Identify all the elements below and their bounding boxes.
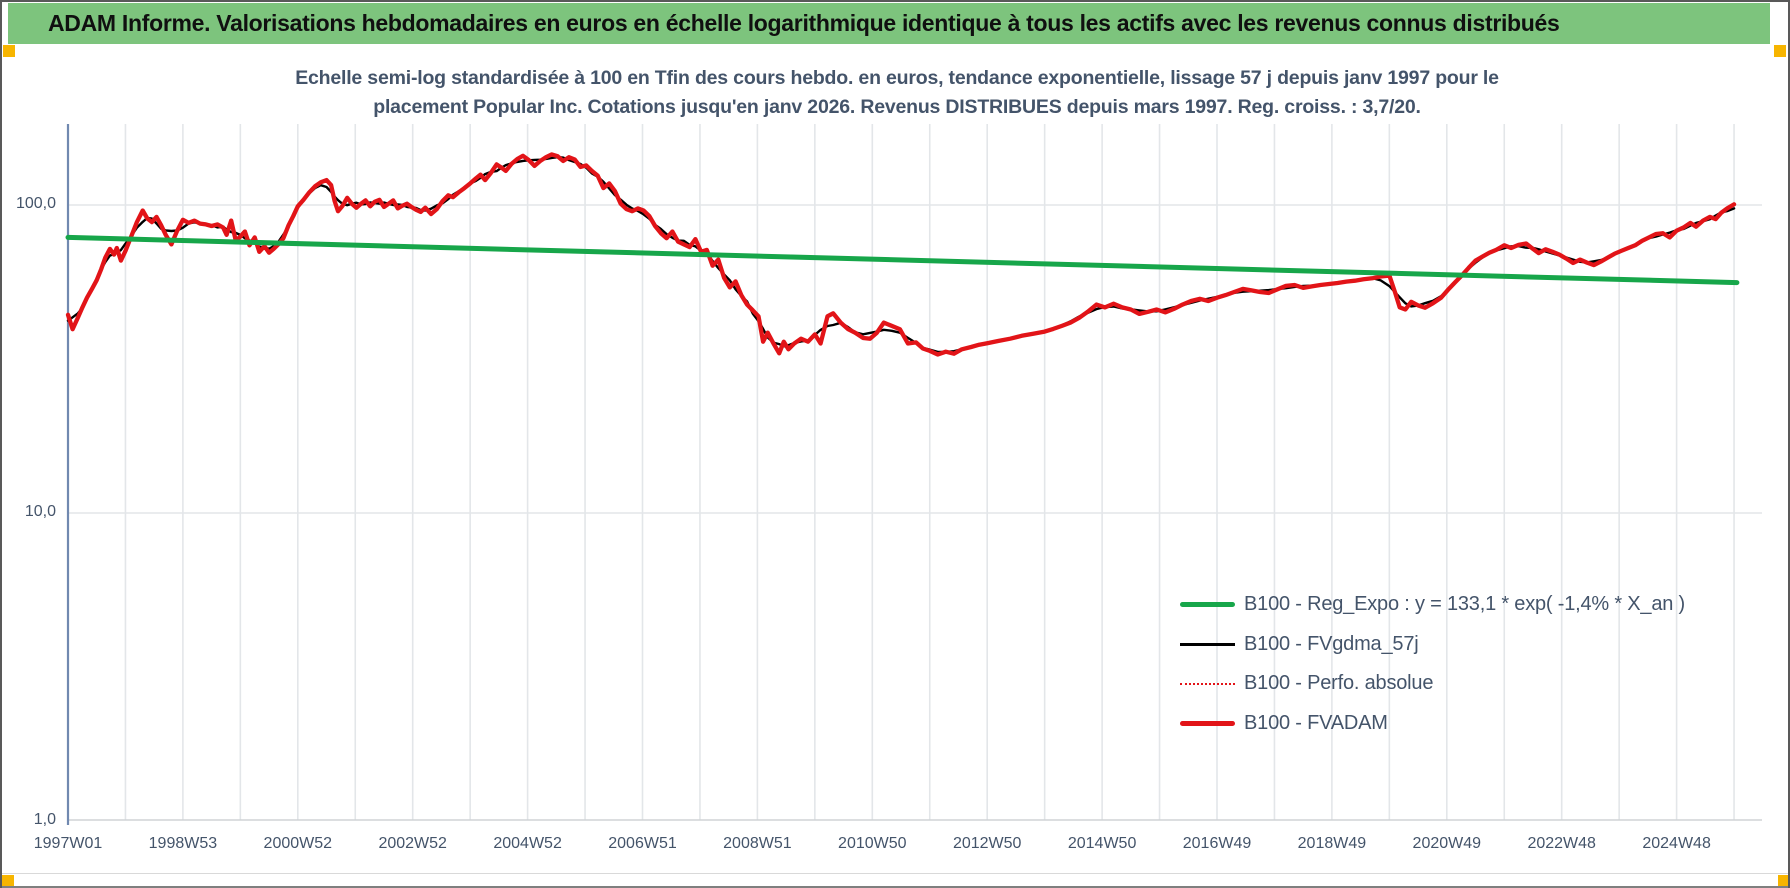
x-axis-label: 2010W50: [838, 835, 907, 852]
legend-item[interactable]: B100 - FVADAM: [1180, 704, 1685, 744]
x-axis-label: 2018W49: [1297, 835, 1367, 852]
chart-title: Echelle semi-log standardisée à 100 en T…: [242, 64, 1552, 122]
x-axis-label: 2000W52: [263, 835, 333, 852]
corner-marker-bottom-left: [2, 875, 14, 887]
header-bar: ADAM Informe. Valorisations hebdomadaire…: [8, 3, 1770, 44]
x-axis-label: 2008W51: [723, 835, 792, 852]
series-fvadam-line[interactable]: [65, 152, 1737, 357]
x-axis-label: 1998W53: [148, 835, 218, 852]
x-axis-label: 2014W50: [1067, 835, 1137, 852]
chart-title-line1: Echelle semi-log standardisée à 100 en T…: [295, 67, 1499, 89]
x-axis-label: 1997W01: [33, 835, 103, 852]
x-axis-label: 2022W48: [1527, 835, 1596, 852]
legend-line-sample: [1180, 682, 1235, 685]
x-axis-label: 2004W52: [493, 835, 562, 852]
corner-marker-top-right: [1774, 45, 1786, 57]
chart-title-line2: placement Popular Inc. Cotations jusqu'e…: [373, 96, 1421, 118]
legend-item[interactable]: B100 - Reg_Expo : y = 133,1 * exp( -1,4%…: [1180, 585, 1685, 625]
x-axis-label: 2020W49: [1412, 835, 1482, 852]
header-title: ADAM Informe. Valorisations hebdomadaire…: [48, 10, 1560, 36]
x-axis-label: 2006W51: [608, 835, 677, 852]
bottom-divider-line: [2, 873, 1788, 874]
x-axis-label: 2024W48: [1642, 835, 1711, 852]
x-axis-label: 2016W49: [1182, 835, 1252, 852]
legend-label: B100 - Reg_Expo : y = 133,1 * exp( -1,4%…: [1244, 593, 1686, 616]
bottom-gray-bar: [2, 886, 1788, 888]
y-axis-label: 10,0: [24, 503, 56, 520]
legend-item[interactable]: B100 - Perfo. absolue: [1180, 664, 1685, 704]
legend-label: B100 - Perfo. absolue: [1244, 672, 1434, 695]
series-reg-expo-line[interactable]: [65, 234, 1740, 286]
legend-line-sample: [1180, 720, 1235, 726]
x-axis-label: 2012W50: [952, 835, 1022, 852]
legend-line-sample: [1180, 602, 1235, 608]
legend-item[interactable]: B100 - FVgdma_57j: [1180, 625, 1685, 665]
legend-line-sample: [1180, 643, 1235, 646]
y-axis-label: 1,0: [33, 811, 56, 828]
legend[interactable]: B100 - Reg_Expo : y = 133,1 * exp( -1,4%…: [1180, 585, 1685, 743]
legend-label: B100 - FVgdma_57j: [1244, 632, 1419, 655]
x-axis-label: 2002W52: [378, 835, 447, 852]
y-axis-label: 100,0: [15, 195, 56, 212]
corner-marker-top-left: [3, 45, 15, 57]
legend-label: B100 - FVADAM: [1244, 711, 1388, 734]
corner-marker-bottom-right: [1778, 875, 1788, 887]
